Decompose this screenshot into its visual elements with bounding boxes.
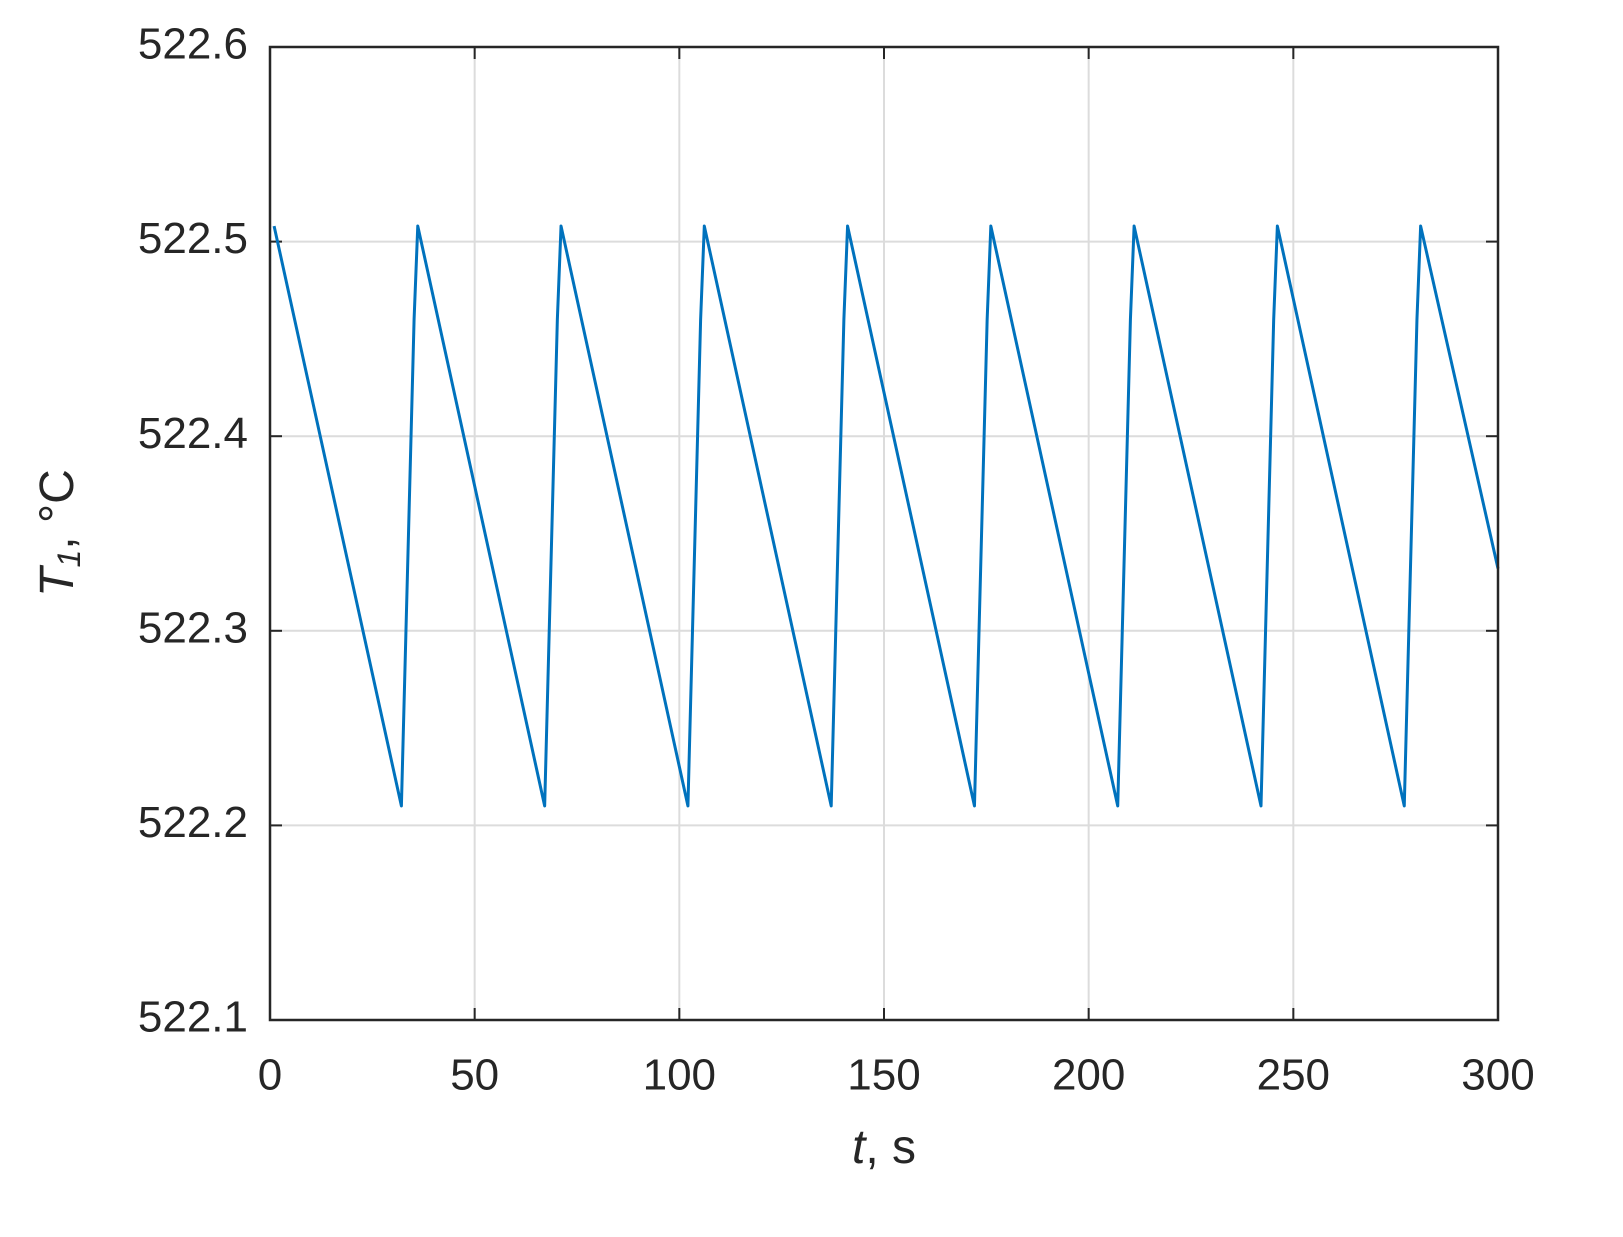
y-tick-label: 522.5 <box>138 214 248 263</box>
x-tick-label: 300 <box>1461 1051 1534 1100</box>
x-tick-label: 100 <box>643 1051 716 1100</box>
y-label-symbol: T <box>31 564 84 597</box>
x-tick-label: 200 <box>1052 1051 1125 1100</box>
y-label-subscript: 1 <box>51 550 87 568</box>
plot-frame <box>268 45 1500 1022</box>
x-tick-label: 0 <box>258 1051 282 1100</box>
y-tick-label: 522.3 <box>138 603 248 652</box>
y-label-unit: , °C <box>31 469 84 550</box>
x-label-symbol: t <box>852 1121 867 1174</box>
x-tick-label: 50 <box>450 1051 499 1100</box>
y-tick-label: 522.1 <box>138 993 248 1042</box>
data-line <box>272 224 1500 808</box>
y-tick-label: 522.6 <box>138 20 248 69</box>
x-tick-label: 150 <box>847 1051 920 1100</box>
y-tick-label: 522.2 <box>138 798 248 847</box>
x-axis-label: t, s <box>852 1121 916 1174</box>
x-label-unit: , s <box>865 1121 916 1174</box>
y-tick-label: 522.4 <box>138 409 248 458</box>
y-axis-label: T1, °C <box>31 469 88 597</box>
x-tick-label: 250 <box>1257 1051 1330 1100</box>
